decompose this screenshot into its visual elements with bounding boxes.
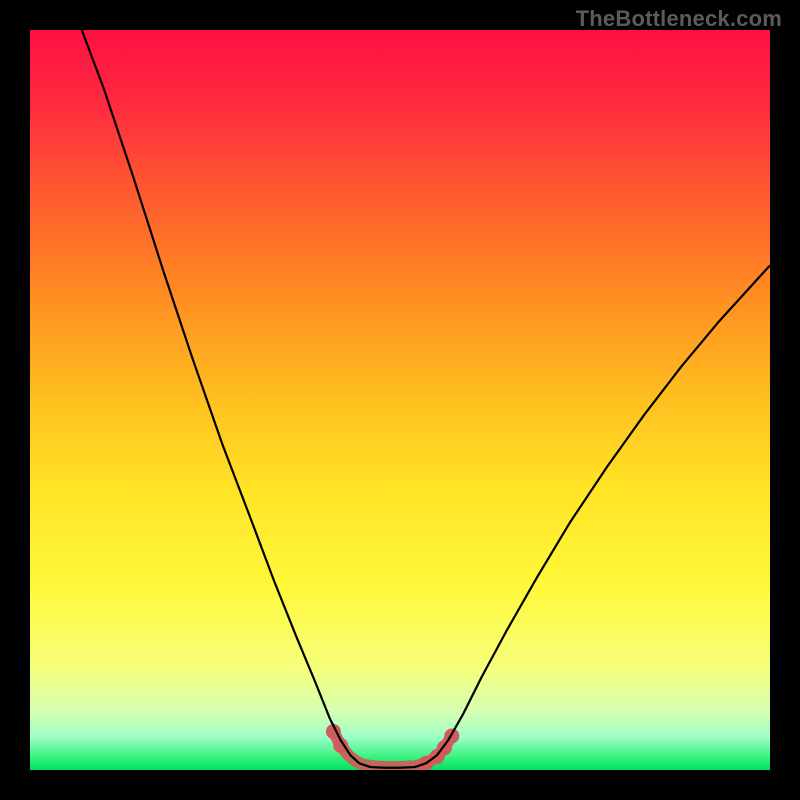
plot-svg [30, 30, 770, 770]
plot-area [30, 30, 770, 770]
watermark-text: TheBottleneck.com [576, 6, 782, 32]
plot-background [30, 30, 770, 770]
chart-frame: TheBottleneck.com [0, 0, 800, 800]
